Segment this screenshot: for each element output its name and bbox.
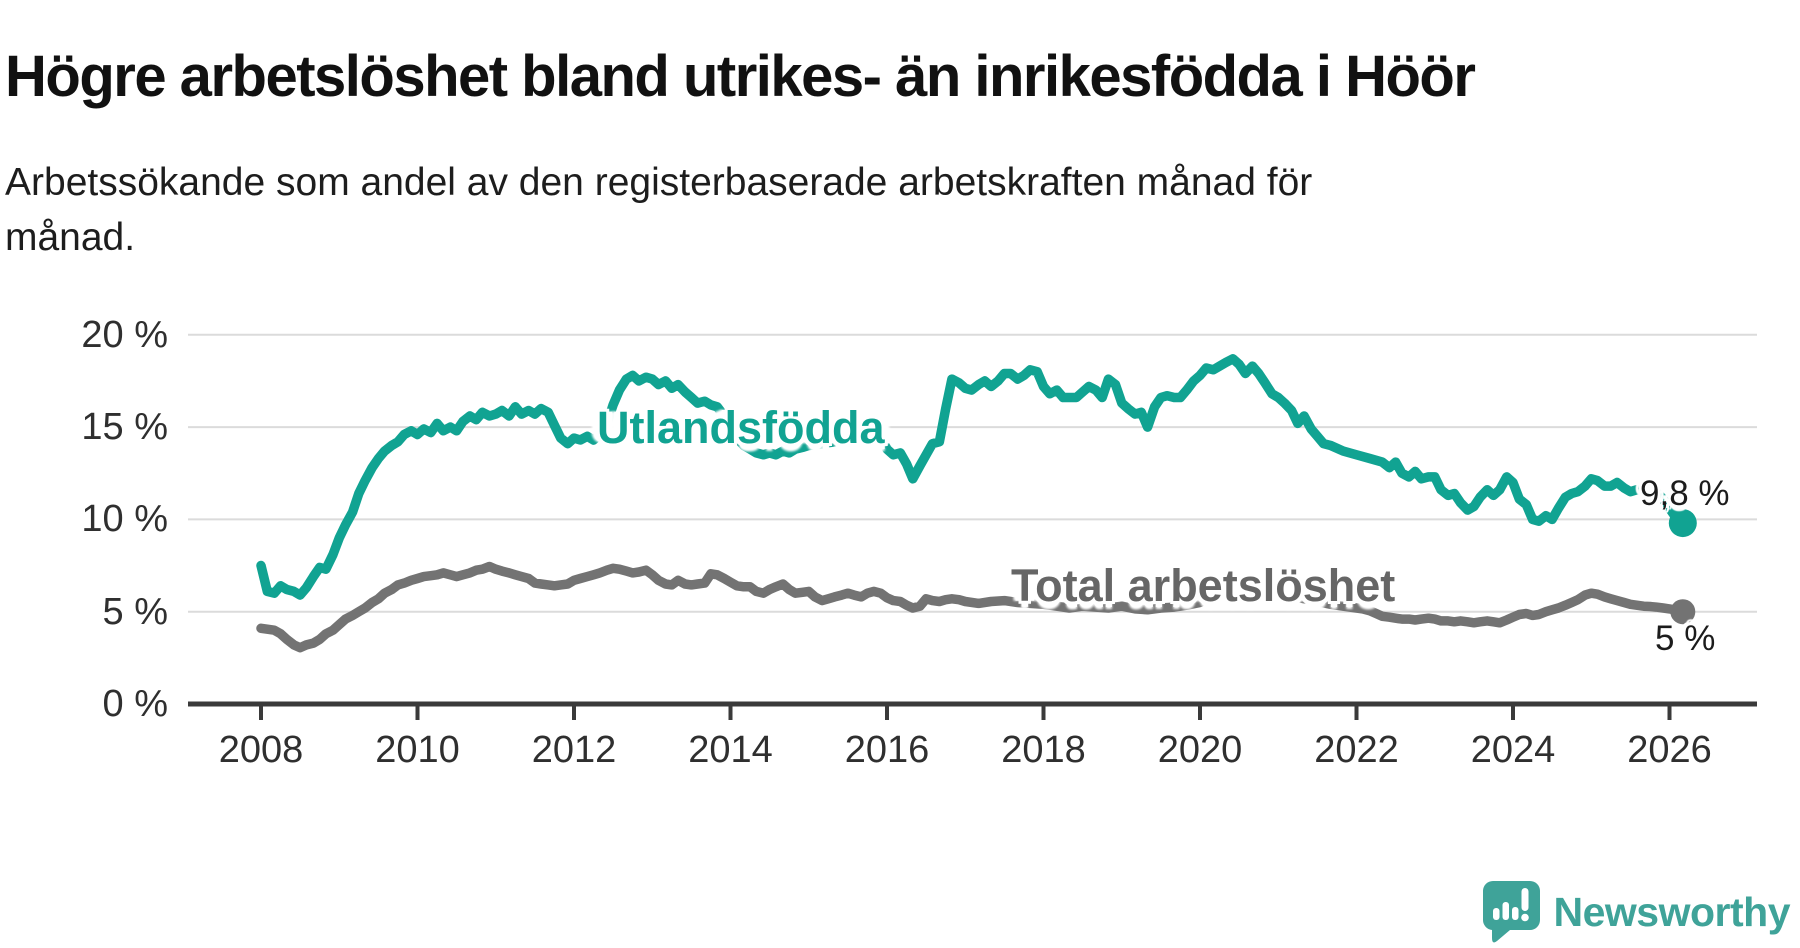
series-end-dot-total bbox=[1670, 599, 1696, 625]
newsworthy-logo[interactable]: Newsworthy bbox=[1482, 880, 1791, 944]
newsworthy-brand-text: Newsworthy bbox=[1553, 888, 1791, 935]
chart-title: Högre arbetslöshet bland utrikes- än inr… bbox=[5, 43, 1476, 109]
series-line-total bbox=[256, 561, 1688, 653]
chart-subtitle: Arbetssökande som andel av den registerb… bbox=[5, 161, 1313, 259]
series-line-utlandsfodda bbox=[256, 354, 1688, 600]
newsworthy-speech-bubble-bar-chart-icon bbox=[1482, 881, 1540, 943]
series-end-dot-utlandsfodda bbox=[1668, 509, 1697, 538]
